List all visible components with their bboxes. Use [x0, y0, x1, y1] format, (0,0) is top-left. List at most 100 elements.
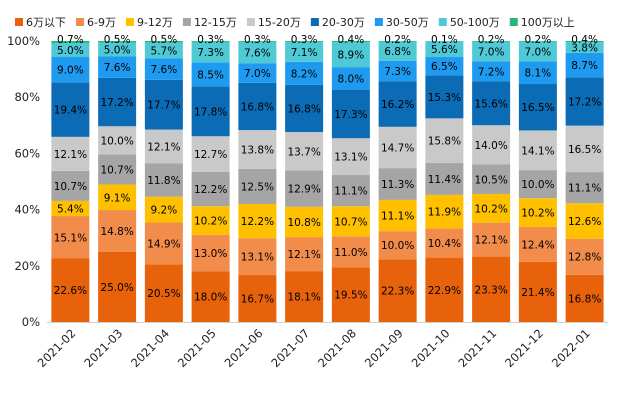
legend-label: 100万以上 — [521, 16, 575, 29]
x-tick-label: 2021-07 — [268, 326, 312, 370]
data-label: 16.8% — [568, 293, 601, 305]
data-label: 9.2% — [151, 205, 178, 217]
data-label: 15.1% — [54, 232, 87, 244]
x-tick-label: 2021-06 — [222, 326, 266, 370]
legend-swatch — [126, 18, 134, 26]
data-label: 14.9% — [147, 238, 180, 250]
bar-stack: 18.1%12.1%10.8%12.9%13.7%16.8%8.2%7.1%0.… — [285, 34, 323, 322]
bar-stack: 16.8%12.8%12.6%11.1%16.5%17.2%8.7%3.8%0.… — [566, 34, 604, 322]
bar-stack: 20.5%14.9%9.2%11.8%12.1%17.7%7.6%5.7%0.5… — [145, 34, 183, 322]
data-label: 16.8% — [241, 101, 274, 113]
data-label: 12.1% — [474, 235, 507, 247]
data-label: 8.7% — [571, 60, 598, 72]
data-label: 23.3% — [474, 284, 507, 296]
data-label: 13.8% — [241, 144, 274, 156]
x-tick-label: 2021-04 — [128, 326, 172, 370]
legend-label: 15-20万 — [258, 16, 301, 29]
legend-label: 12-15万 — [194, 16, 237, 29]
legend-item: 20-30万 — [311, 16, 365, 29]
data-label: 10.4% — [428, 238, 461, 250]
data-label: 10.7% — [100, 164, 133, 176]
data-label: 0.3% — [197, 34, 224, 46]
data-label: 20.5% — [147, 288, 180, 300]
data-label: 12.1% — [287, 249, 320, 261]
legend-swatch — [375, 18, 383, 26]
data-label: 15.3% — [428, 92, 461, 104]
data-label: 22.9% — [428, 285, 461, 297]
legend-label: 6万以下 — [26, 16, 66, 29]
data-label: 11.9% — [428, 207, 461, 219]
data-label: 8.0% — [338, 73, 365, 85]
data-label: 12.4% — [521, 239, 554, 251]
bar-stack: 18.0%13.0%10.2%12.2%12.7%17.8%8.5%7.3%0.… — [192, 34, 230, 322]
x-tick-label: 2021-12 — [502, 326, 546, 370]
legend-item: 12-15万 — [183, 16, 237, 29]
data-label: 13.1% — [334, 152, 367, 164]
y-tick-label: 60% — [14, 146, 40, 160]
data-label: 25.0% — [100, 282, 133, 294]
data-label: 12.1% — [54, 149, 87, 161]
legend-swatch — [439, 18, 447, 26]
legend-item: 30-50万 — [375, 16, 429, 29]
legend-label: 20-30万 — [322, 16, 365, 29]
data-label: 12.5% — [241, 181, 274, 193]
data-label: 10.0% — [521, 179, 554, 191]
data-label: 15.6% — [474, 98, 507, 110]
x-tick-label: 2022-01 — [549, 326, 593, 370]
data-label: 8.5% — [197, 69, 224, 81]
data-label: 5.0% — [104, 44, 131, 56]
bars: 22.6%15.1%5.4%10.7%12.1%19.4%9.0%5.0%0.7… — [51, 34, 603, 322]
data-label: 16.5% — [521, 102, 554, 114]
data-label: 15.8% — [428, 136, 461, 148]
bar-stack: 22.6%15.1%5.4%10.7%12.1%19.4%9.0%5.0%0.7… — [51, 34, 89, 322]
data-label: 7.0% — [478, 46, 505, 58]
data-label: 21.4% — [521, 287, 554, 299]
legend-swatch — [183, 18, 191, 26]
data-label: 0.5% — [104, 34, 131, 46]
data-label: 10.7% — [334, 216, 367, 228]
y-tick-label: 40% — [14, 203, 40, 217]
data-label: 6.8% — [384, 46, 411, 58]
data-label: 7.1% — [291, 47, 318, 59]
data-label: 0.3% — [291, 34, 318, 46]
data-label: 0.2% — [478, 34, 505, 46]
data-label: 12.6% — [568, 216, 601, 228]
data-label: 0.2% — [525, 34, 552, 46]
data-label: 0.2% — [384, 34, 411, 46]
data-label: 17.2% — [568, 96, 601, 108]
data-label: 13.0% — [194, 248, 227, 260]
x-tick-label: 2021-02 — [35, 326, 79, 370]
legend-swatch — [247, 18, 255, 26]
data-label: 11.1% — [568, 183, 601, 195]
data-label: 5.4% — [57, 203, 84, 215]
data-label: 12.7% — [194, 149, 227, 161]
legend-item: 6万以下 — [15, 16, 66, 29]
bar-stack: 16.7%13.1%12.2%12.5%13.8%16.8%7.0%7.6%0.… — [238, 34, 276, 322]
data-label: 10.8% — [287, 217, 320, 229]
data-label: 12.8% — [568, 252, 601, 264]
data-label: 9.0% — [57, 65, 84, 77]
x-tick-label: 2021-10 — [409, 326, 453, 370]
data-label: 11.0% — [334, 247, 367, 259]
data-label: 7.6% — [244, 48, 271, 60]
data-label: 12.1% — [147, 142, 180, 154]
data-label: 8.9% — [338, 50, 365, 62]
data-label: 16.5% — [568, 144, 601, 156]
data-label: 0.1% — [431, 34, 458, 46]
data-label: 9.1% — [104, 192, 131, 204]
legend-item: 50-100万 — [439, 16, 500, 29]
data-label: 11.4% — [428, 174, 461, 186]
data-label: 10.0% — [100, 135, 133, 147]
data-label: 10.7% — [54, 181, 87, 193]
data-label: 13.7% — [287, 146, 320, 158]
legend-swatch — [311, 18, 319, 26]
data-label: 13.1% — [241, 252, 274, 264]
data-label: 0.7% — [57, 34, 84, 46]
bar-stack: 22.3%10.0%11.1%11.3%14.7%16.2%7.3%6.8%0.… — [379, 34, 417, 322]
data-label: 6.5% — [431, 61, 458, 73]
data-label: 5.7% — [151, 45, 178, 57]
data-label: 18.1% — [287, 292, 320, 304]
legend-item: 15-20万 — [247, 16, 301, 29]
